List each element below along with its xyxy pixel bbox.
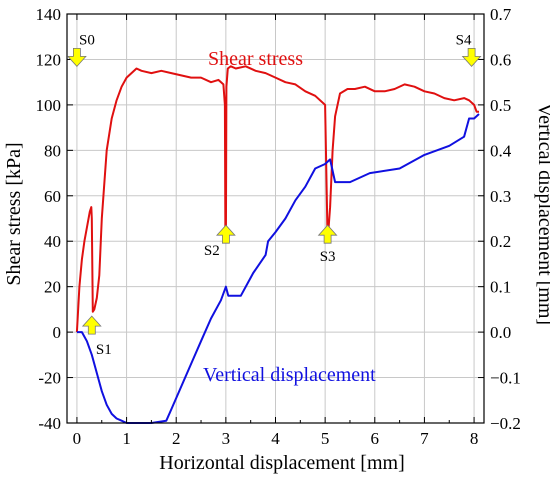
x-tick-label: 0 [73, 429, 82, 448]
stage-label-s3: S3 [320, 249, 336, 265]
x-tick-label: 6 [371, 429, 380, 448]
shear-stress-label: Shear stress [208, 48, 303, 70]
x-tick-label: 2 [172, 429, 181, 448]
series-line-vertical-displacement [76, 113, 480, 424]
stage-label-s0: S0 [79, 32, 95, 48]
x-axis-label: Horizontal displacement [mm] [159, 452, 404, 474]
y-left-tick-label: 80 [44, 141, 61, 160]
series-line-shear-stress [75, 65, 479, 333]
stage-label-s4: S4 [456, 32, 472, 48]
x-tick-label: 5 [321, 429, 330, 448]
stage-arrow-s2 [216, 224, 236, 244]
y-right-tick-label: −0.1 [490, 369, 521, 388]
x-tick-label: 7 [420, 429, 429, 448]
x-tick-label: 4 [271, 429, 280, 448]
stage-arrow-s3 [317, 224, 338, 244]
x-tick-label: 8 [470, 429, 479, 448]
y-right-tick-label: 0.4 [490, 141, 512, 160]
y-left-tick-label: -40 [38, 414, 61, 433]
y-left-tick-label: 40 [44, 232, 61, 251]
tick-layer: 0 1 2 3 4 5 6 7 8 -40 -20 0 20 40 60 80 100 120 140 −0.2 −0.… [36, 5, 521, 448]
y-right-tick-label: −0.2 [490, 414, 521, 433]
y-right-tick-label: 0.1 [490, 278, 511, 297]
y-left-tick-label: -20 [38, 369, 61, 388]
stage-arrow-s0 [67, 48, 87, 67]
vertical-displacement-label: Vertical displacement [203, 364, 376, 386]
stage-label-s2: S2 [204, 243, 220, 259]
y-right-tick-label: 0.6 [490, 50, 511, 69]
stage-arrow-s4 [461, 48, 482, 67]
y-left-tick-label: 0 [53, 323, 62, 342]
y-left-tick-label: 100 [36, 96, 62, 115]
y-right-tick-label: 0.5 [490, 96, 511, 115]
y-right-tick-label: 0.3 [490, 187, 511, 206]
x-tick-label: 3 [222, 429, 231, 448]
series-layer [75, 65, 480, 424]
y-left-tick-label: 120 [36, 50, 62, 69]
y-right-tick-label: 0.7 [490, 5, 512, 24]
y-left-tick-label: 20 [44, 278, 61, 297]
y-right-axis-label: Vertical displacement [mm] [534, 103, 550, 325]
annotation-layer: Shear stress Vertical displacement S0 S1 S2 S… [67, 32, 482, 386]
stage-arrow-s1 [81, 315, 102, 335]
grid-layer [67, 13, 484, 424]
y-left-tick-label: 60 [44, 187, 61, 206]
x-tick-label: 1 [122, 429, 131, 448]
y-left-tick-label: 140 [36, 5, 62, 24]
y-left-axis-label: Shear stress [kPa] [3, 142, 25, 285]
y-right-tick-label: 0.2 [490, 232, 511, 251]
y-right-tick-label: 0.0 [490, 323, 511, 342]
stage-label-s1: S1 [96, 342, 112, 358]
